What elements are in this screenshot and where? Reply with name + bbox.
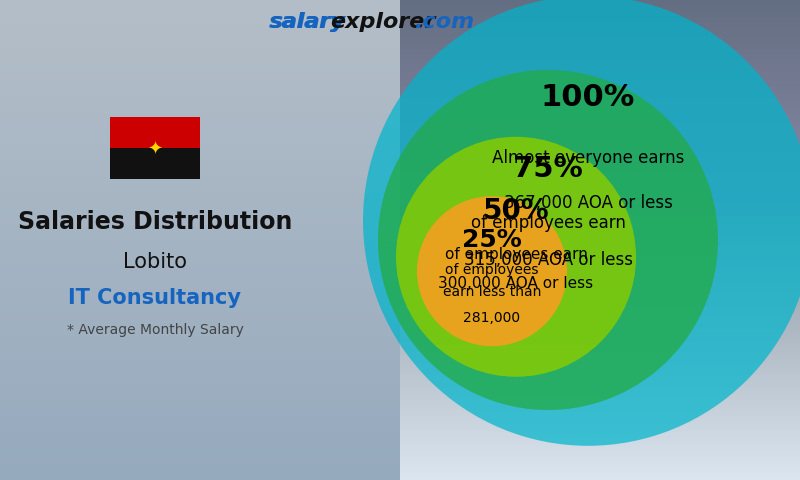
Text: Lobito: Lobito xyxy=(123,252,187,272)
Text: 281,000: 281,000 xyxy=(463,311,521,324)
Circle shape xyxy=(396,137,636,377)
Text: 300,000 AOA or less: 300,000 AOA or less xyxy=(438,276,594,291)
Circle shape xyxy=(363,0,800,446)
Text: salaryexplorer: salaryexplorer xyxy=(345,12,526,32)
Text: Salaries Distribution: Salaries Distribution xyxy=(18,210,292,234)
Text: .com: .com xyxy=(415,12,475,32)
Text: 315,000 AOA or less: 315,000 AOA or less xyxy=(463,252,633,269)
Text: IT Consultancy: IT Consultancy xyxy=(69,288,242,308)
Text: 25%: 25% xyxy=(462,228,522,252)
Text: earn less than: earn less than xyxy=(443,285,541,299)
Text: salary: salary xyxy=(270,12,346,32)
Text: * Average Monthly Salary: * Average Monthly Salary xyxy=(66,323,243,337)
Text: salary: salary xyxy=(269,12,345,32)
Text: of employees: of employees xyxy=(446,263,538,276)
Text: 367,000 AOA or less: 367,000 AOA or less xyxy=(503,194,673,212)
Circle shape xyxy=(417,196,567,346)
Text: of employees earn: of employees earn xyxy=(445,247,587,262)
Text: of employees earn: of employees earn xyxy=(470,214,626,232)
Text: 75%: 75% xyxy=(513,155,583,182)
FancyBboxPatch shape xyxy=(110,117,200,148)
Text: 100%: 100% xyxy=(541,83,635,111)
FancyBboxPatch shape xyxy=(110,148,200,179)
Circle shape xyxy=(378,70,718,410)
Text: ✦: ✦ xyxy=(147,141,162,159)
Text: Almost everyone earns: Almost everyone earns xyxy=(492,149,684,167)
Text: explorer: explorer xyxy=(330,12,435,32)
Text: 50%: 50% xyxy=(482,197,550,225)
